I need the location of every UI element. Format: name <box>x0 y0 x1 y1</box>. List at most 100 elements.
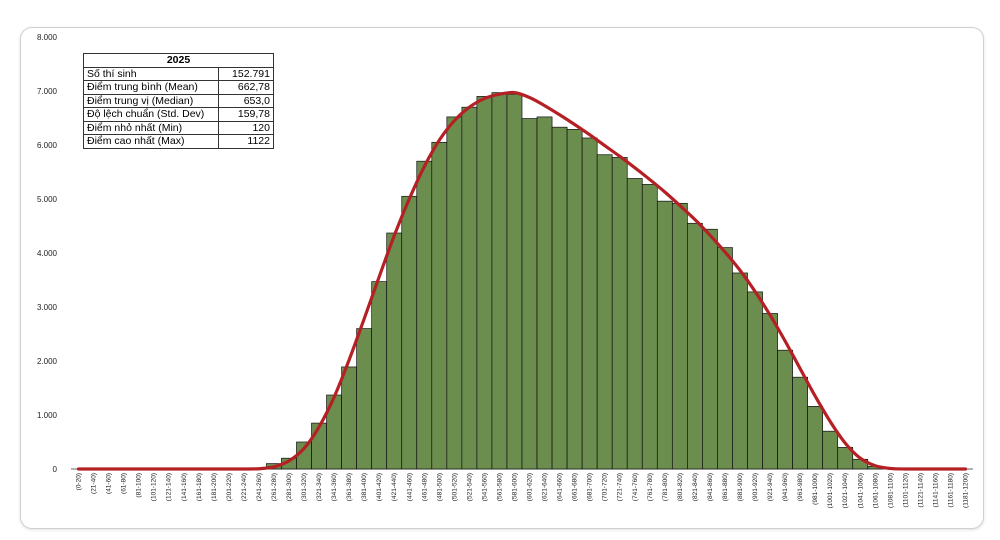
histogram-bar <box>431 141 448 470</box>
x-tick-label: (881-900) <box>737 473 744 501</box>
x-tick-label: (1181-1200) <box>962 473 969 508</box>
histogram-bar <box>341 366 357 470</box>
x-tick-label: (41-60) <box>106 473 113 494</box>
stat-value: 152.791 <box>218 66 274 81</box>
x-tick-label: (1141-1160) <box>932 473 939 507</box>
histogram-bar <box>777 349 793 470</box>
stat-label: Độ lệch chuẩn (Std. Dev) <box>83 107 219 122</box>
histogram-chart: 0 1.000 2.000 3.000 4.000 5.000 6.000 7.000 8.00… <box>37 33 973 508</box>
stat-value: 1122 <box>218 134 274 149</box>
y-tick-label: 3.000 <box>37 303 58 312</box>
table-year-header: 2025 <box>83 53 274 68</box>
y-tick-label: 5.000 <box>37 195 58 204</box>
x-tick-label: (861-880) <box>722 473 729 501</box>
histogram-bar <box>687 222 703 470</box>
x-tick-label: (961-980) <box>797 473 804 501</box>
histogram-bar <box>626 178 643 470</box>
x-tick-label: (161-180) <box>196 473 203 501</box>
x-tick-label: (521-540) <box>466 473 473 501</box>
statistics-table: 2025 Số thí sinh 152.791 Điểm trung bình… <box>83 53 274 149</box>
histogram-bar <box>551 126 568 470</box>
histogram-bar <box>732 272 748 470</box>
x-tick-label: (0-20) <box>76 473 83 490</box>
x-tick-label: (1021-1040) <box>842 473 849 508</box>
x-tick-label: (321-340) <box>316 473 323 501</box>
histogram-bar <box>641 184 658 470</box>
table-row-mean: Điểm trung bình (Mean) 662,78 <box>83 80 274 95</box>
x-tick-label: (81-100) <box>136 473 143 498</box>
histogram-bar <box>476 96 493 470</box>
histogram-bar <box>822 430 839 470</box>
histogram-bar <box>386 232 403 470</box>
histogram-bar <box>671 202 688 470</box>
histogram-bar <box>747 291 763 470</box>
chart-frame: 0 1.000 2.000 3.000 4.000 5.000 6.000 7.000 8.00… <box>20 27 984 529</box>
histogram-bar <box>401 195 418 470</box>
x-tick-label: (1001-1020) <box>827 473 834 508</box>
histogram-bar <box>461 106 478 470</box>
histogram-bar <box>536 116 553 470</box>
x-tick-label: (561-580) <box>496 473 503 501</box>
x-tick-label: (301-320) <box>301 473 308 501</box>
x-tick-label: (721-740) <box>617 473 624 501</box>
x-tick-label: (1061-1080) <box>872 473 879 508</box>
stat-value: 662,78 <box>218 80 274 95</box>
x-tick-label: (1121-1140) <box>917 473 924 507</box>
y-tick-label: 0 <box>53 465 58 474</box>
y-tick-label: 4.000 <box>37 249 58 258</box>
table-row-count: Số thí sinh 152.791 <box>83 66 274 81</box>
x-tick-label: (821-840) <box>692 473 699 501</box>
histogram-bar <box>521 118 538 470</box>
histogram-bar <box>807 406 824 470</box>
x-tick-label: (1041-1060) <box>857 473 864 508</box>
y-tick-label: 7.000 <box>37 87 58 96</box>
y-tick-label: 8.000 <box>37 33 58 42</box>
x-tick-label: (181-200) <box>211 473 218 501</box>
x-tick-label: (101-120) <box>151 473 158 501</box>
stat-label: Điểm trung vị (Median) <box>83 93 219 108</box>
x-tick-label: (121-140) <box>166 473 173 501</box>
table-row-stddev: Độ lệch chuẩn (Std. Dev) 159,78 <box>83 107 274 122</box>
histogram-bar <box>792 376 808 470</box>
histogram-bar <box>356 328 373 470</box>
x-tick-label: (441-460) <box>406 473 413 501</box>
x-tick-label: (141-160) <box>181 473 188 501</box>
table-header-row: 2025 <box>83 53 274 68</box>
x-tick-label: (21-40) <box>91 473 98 494</box>
histogram-bar <box>566 128 583 470</box>
x-tick-label: (661-680) <box>572 473 579 501</box>
x-tick-label: (1161-1180) <box>947 473 954 507</box>
stat-label: Điểm nhỏ nhất (Min) <box>83 120 219 135</box>
distribution-curve <box>76 90 968 471</box>
stat-value: 653,0 <box>218 93 274 108</box>
x-tick-label: (581-600) <box>511 473 518 501</box>
x-tick-label: (281-300) <box>286 473 293 501</box>
x-tick-label: (921-940) <box>767 473 774 501</box>
histogram-bar <box>416 160 433 470</box>
histogram-bar <box>837 447 854 470</box>
x-tick-label: (741-760) <box>632 473 639 501</box>
x-tick-label: (621-640) <box>542 473 549 501</box>
histogram-bar <box>611 157 628 470</box>
x-tick-label: (381-400) <box>361 473 368 501</box>
histogram-bar <box>506 93 523 470</box>
x-tick-label: (341-360) <box>331 473 338 501</box>
x-tick-label: (461-480) <box>421 473 428 501</box>
x-tick-label: (781-800) <box>662 473 669 501</box>
histogram-bar <box>702 228 718 470</box>
x-tick-label: (981-1000) <box>812 473 819 505</box>
x-tick-label: (1081-1100) <box>887 473 894 508</box>
bars <box>266 92 884 470</box>
x-tick-label: (901-920) <box>752 473 759 501</box>
x-tick-label: (801-820) <box>677 473 684 501</box>
y-tick-label: 2.000 <box>37 357 58 366</box>
x-tick-label: (641-660) <box>557 473 564 501</box>
x-tick-label: (481-500) <box>436 473 443 501</box>
x-tick-label: (501-520) <box>451 473 458 501</box>
y-tick-label: 6.000 <box>37 141 58 150</box>
x-tick-label: (421-440) <box>391 473 398 501</box>
y-tick-label: 1.000 <box>37 411 58 420</box>
stat-label: Điểm cao nhất (Max) <box>83 134 219 149</box>
histogram-bar <box>762 313 778 470</box>
x-tick-label: (401-420) <box>376 473 383 501</box>
